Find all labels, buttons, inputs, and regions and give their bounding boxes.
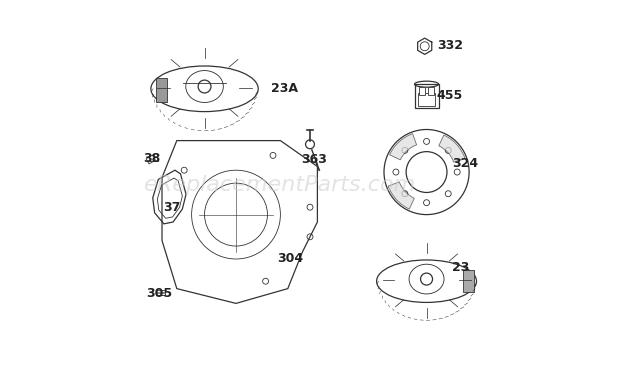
Text: 38: 38 [143,152,160,165]
Wedge shape [388,182,414,209]
Text: 363: 363 [301,153,327,166]
Bar [415,84,438,108]
Bar [428,87,434,95]
Text: 324: 324 [453,157,479,170]
Bar [419,87,425,95]
Wedge shape [389,134,417,160]
Bar [156,290,164,295]
Text: 37: 37 [163,201,180,215]
Text: eReplacementParts.com: eReplacementParts.com [144,175,417,195]
Bar [418,92,435,106]
Text: 305: 305 [146,286,172,300]
Text: 23: 23 [453,260,470,274]
Bar [463,270,474,292]
Text: 332: 332 [437,39,463,52]
Text: 304: 304 [277,252,303,266]
Text: 455: 455 [437,89,463,102]
Text: 23A: 23A [271,82,298,95]
Wedge shape [439,135,465,162]
Bar [146,155,156,164]
Bar [156,78,167,102]
